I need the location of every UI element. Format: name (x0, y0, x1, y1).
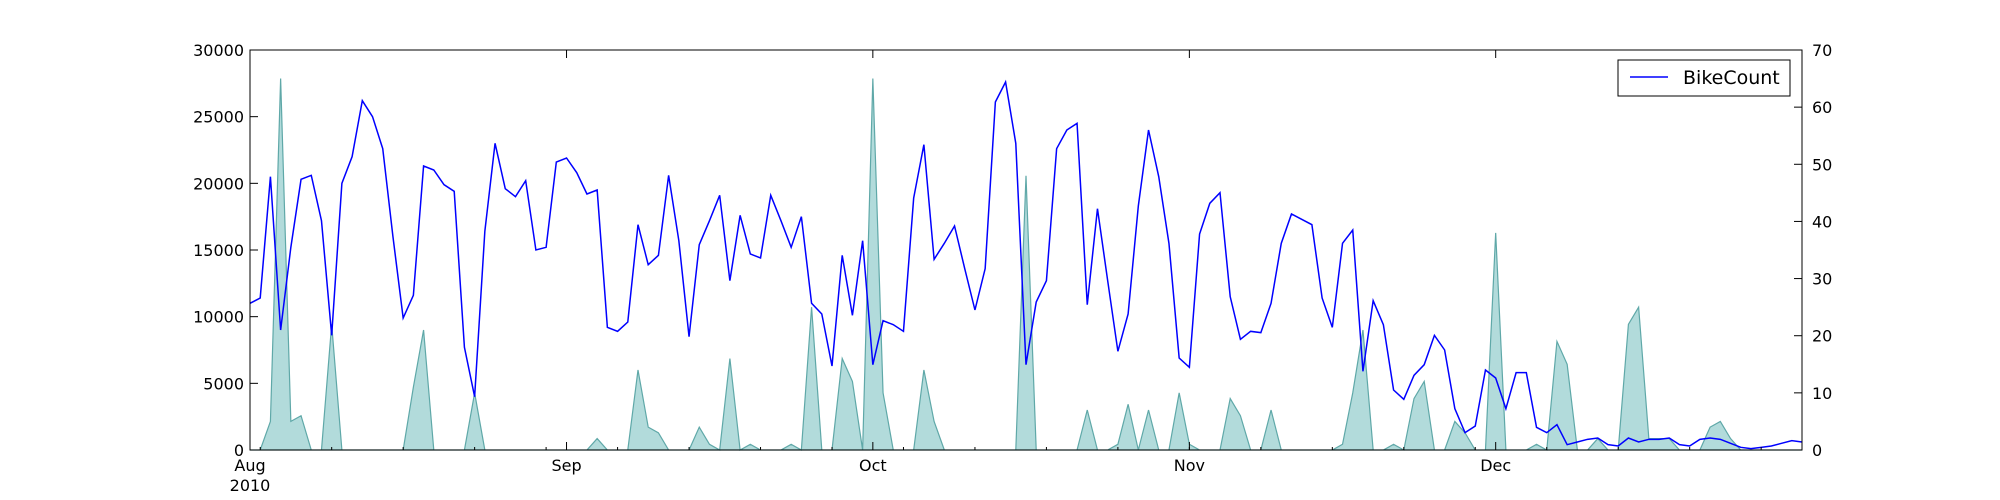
left-tick-label: 5000 (203, 374, 244, 393)
x-tick-label: Nov (1174, 456, 1205, 475)
left-y-axis: 0 5000 10000 15000 20000 25000 30000 (193, 41, 258, 460)
left-tick-label: 25000 (193, 108, 244, 127)
right-tick-label: 50 (1812, 155, 1832, 174)
right-y-axis: 0 10 20 30 40 50 60 70 (1794, 41, 1832, 460)
legend-box (1617, 59, 1791, 97)
right-tick-label: 60 (1812, 98, 1832, 117)
left-tick-label: 0 (234, 441, 244, 460)
x-tick-label: Dec (1480, 456, 1511, 475)
x-tick-label: Aug (234, 456, 265, 475)
right-tick-label: 70 (1812, 41, 1832, 60)
legend-label: BikeCount (1683, 67, 1780, 89)
x-tick-label: Sep (551, 456, 581, 475)
right-tick-label: 40 (1812, 212, 1832, 231)
x-tick-label: Oct (859, 456, 887, 475)
legend: BikeCount (1617, 59, 1791, 97)
right-tick-label: 20 (1812, 327, 1832, 346)
left-tick-label: 30000 (193, 41, 244, 60)
right-tick-label: 30 (1812, 270, 1832, 289)
right-tick-label: 0 (1812, 441, 1822, 460)
bikecount-line (249, 79, 1803, 450)
left-tick-label: 15000 (193, 241, 244, 260)
left-tick-label: 20000 (193, 174, 244, 193)
left-tick-label: 10000 (193, 308, 244, 327)
right-tick-label: 10 (1812, 384, 1832, 403)
x-tick-sublabel: 2010 (230, 476, 271, 495)
bikecount-series (249, 79, 1803, 450)
